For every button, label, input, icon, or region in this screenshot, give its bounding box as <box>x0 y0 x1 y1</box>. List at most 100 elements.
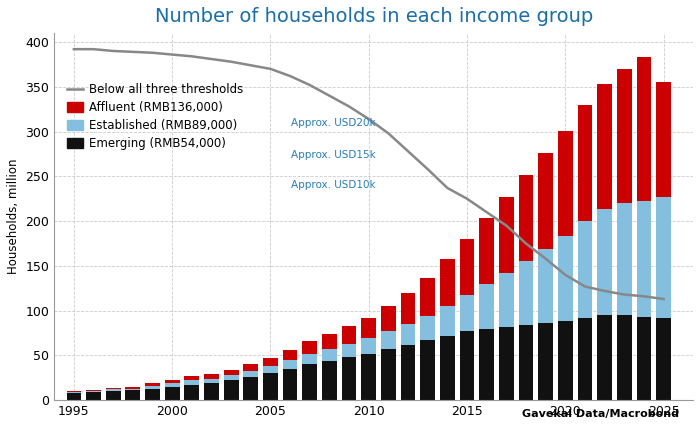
Bar <box>263 358 278 366</box>
Bar <box>499 327 514 400</box>
Bar <box>86 391 101 392</box>
Bar <box>578 105 592 221</box>
Bar <box>185 376 200 380</box>
Bar <box>342 344 356 357</box>
Bar <box>381 306 395 331</box>
Bar <box>400 293 415 324</box>
Bar <box>420 278 435 316</box>
Bar <box>440 259 455 306</box>
Bar <box>460 239 475 295</box>
Bar <box>244 364 258 371</box>
Bar <box>125 390 140 400</box>
Y-axis label: Households, million: Households, million <box>7 159 20 275</box>
Text: Approx. USD10k: Approx. USD10k <box>290 181 375 190</box>
Bar <box>420 340 435 400</box>
Bar <box>164 383 179 387</box>
Bar <box>185 385 200 400</box>
Bar <box>480 284 494 329</box>
Bar <box>636 57 651 201</box>
Bar <box>185 380 200 385</box>
Bar <box>145 388 160 400</box>
Bar <box>656 318 671 400</box>
Bar <box>558 236 573 321</box>
Bar <box>283 360 298 369</box>
Bar <box>204 379 219 383</box>
Legend: Below all three thresholds, Affluent (RMB136,000), Established (RMB89,000), Emer: Below all three thresholds, Affluent (RM… <box>66 83 243 150</box>
Title: Number of households in each income group: Number of households in each income grou… <box>155 7 593 26</box>
Bar <box>204 374 219 379</box>
Bar <box>578 221 592 318</box>
Bar <box>636 201 651 317</box>
Bar <box>656 82 671 197</box>
Bar <box>106 389 120 391</box>
Bar <box>538 323 553 400</box>
Bar <box>578 318 592 400</box>
Bar <box>617 69 631 203</box>
Bar <box>302 341 317 354</box>
Bar <box>244 377 258 400</box>
Bar <box>244 371 258 377</box>
Bar <box>656 197 671 318</box>
Bar <box>519 261 533 325</box>
Bar <box>302 354 317 364</box>
Bar <box>480 329 494 400</box>
Bar <box>480 218 494 284</box>
Bar <box>460 295 475 331</box>
Bar <box>322 349 337 361</box>
Bar <box>538 249 553 323</box>
Bar <box>263 366 278 373</box>
Bar <box>519 176 533 261</box>
Bar <box>204 383 219 400</box>
Bar <box>617 203 631 315</box>
Bar <box>440 306 455 336</box>
Bar <box>145 383 160 386</box>
Bar <box>283 369 298 400</box>
Bar <box>224 375 239 380</box>
Bar <box>322 334 337 349</box>
Bar <box>361 318 376 338</box>
Bar <box>460 331 475 400</box>
Bar <box>499 273 514 327</box>
Bar <box>361 338 376 354</box>
Bar <box>519 325 533 400</box>
Bar <box>86 392 101 400</box>
Bar <box>440 336 455 400</box>
Bar <box>538 153 553 249</box>
Bar <box>164 387 179 400</box>
Bar <box>145 386 160 388</box>
Bar <box>499 197 514 273</box>
Bar <box>66 392 81 393</box>
Bar <box>420 316 435 340</box>
Bar <box>342 357 356 400</box>
Bar <box>342 326 356 344</box>
Bar <box>302 364 317 400</box>
Bar <box>263 373 278 400</box>
Bar <box>106 391 120 400</box>
Bar <box>617 315 631 400</box>
Bar <box>322 361 337 400</box>
Text: Approx. USD20k: Approx. USD20k <box>290 118 375 128</box>
Bar <box>400 345 415 400</box>
Bar <box>66 391 81 392</box>
Bar <box>125 387 140 388</box>
Bar <box>86 390 101 391</box>
Bar <box>224 380 239 400</box>
Bar <box>400 324 415 345</box>
Bar <box>558 130 573 236</box>
Bar <box>636 317 651 400</box>
Bar <box>381 331 395 349</box>
Bar <box>125 388 140 390</box>
Text: Approx. USD15k: Approx. USD15k <box>290 150 375 160</box>
Bar <box>558 321 573 400</box>
Bar <box>597 84 612 210</box>
Bar <box>597 315 612 400</box>
Bar <box>106 388 120 389</box>
Bar <box>224 370 239 375</box>
Bar <box>66 393 81 400</box>
Text: Gavekal Data/Macrobond: Gavekal Data/Macrobond <box>522 408 679 419</box>
Bar <box>597 210 612 315</box>
Bar <box>283 350 298 360</box>
Bar <box>164 380 179 383</box>
Bar <box>381 349 395 400</box>
Bar <box>361 354 376 400</box>
